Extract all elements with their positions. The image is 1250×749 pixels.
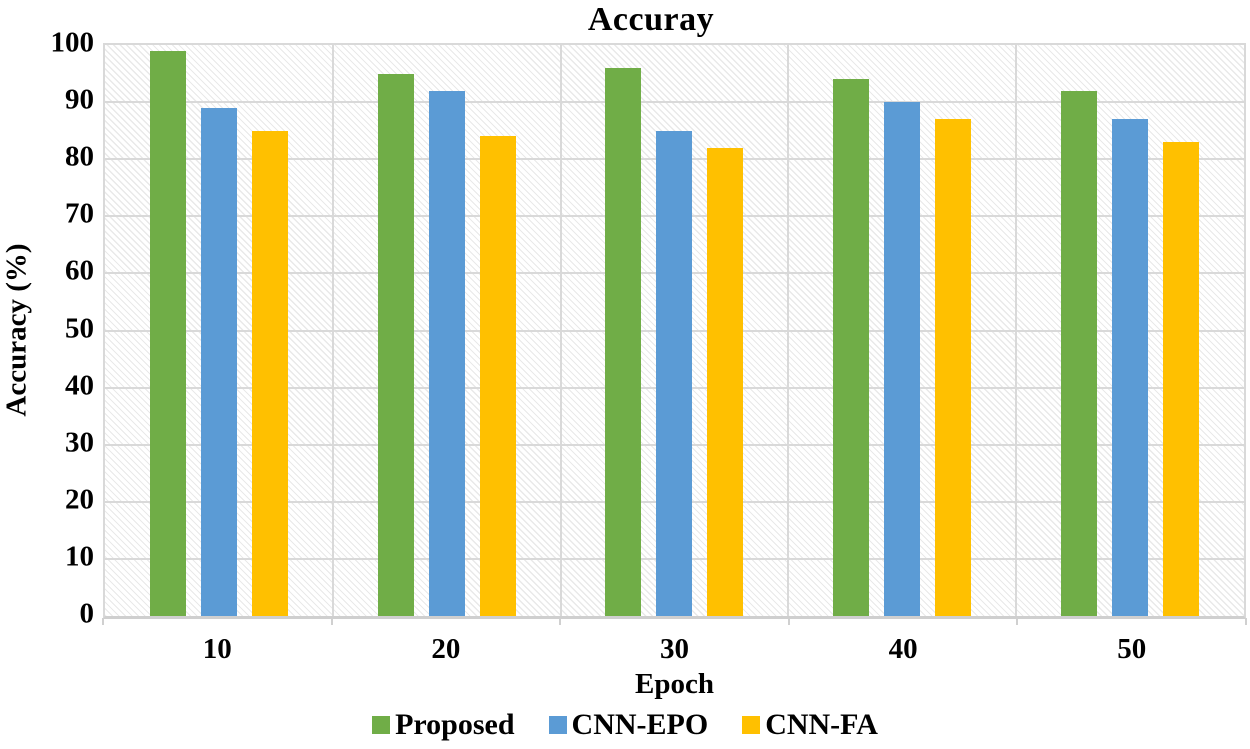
legend-item-cnn-epo: CNN-EPO bbox=[548, 708, 709, 742]
x-axis-tick-labels: 10 20 30 40 50 bbox=[103, 633, 1246, 667]
chart-title: Accuray bbox=[587, 1, 715, 38]
x-axis-tickmark-0 bbox=[102, 618, 104, 625]
legend-label-proposed: Proposed bbox=[395, 708, 515, 741]
y-tick-label-80: 80 bbox=[65, 140, 94, 173]
x-axis-title: Epoch bbox=[635, 668, 714, 700]
bar-proposed-epoch-50 bbox=[1061, 90, 1098, 616]
bar-group-epoch-20 bbox=[333, 45, 561, 616]
bar-proposed-epoch-40 bbox=[833, 79, 870, 616]
v-gridline-1 bbox=[331, 45, 334, 616]
plot-area bbox=[103, 43, 1246, 619]
bar-proposed-epoch-10 bbox=[149, 50, 186, 616]
legend-swatch-cnn-epo bbox=[548, 716, 567, 734]
bar-cnn-fa-epoch-40 bbox=[935, 119, 972, 616]
x-tick-label-30: 30 bbox=[660, 633, 689, 665]
y-tick-label-70: 70 bbox=[65, 197, 94, 230]
bar-cnn-epo-epoch-50 bbox=[1112, 119, 1149, 616]
bar-cnn-epo-epoch-30 bbox=[656, 130, 693, 616]
v-gridline-4 bbox=[1015, 45, 1018, 616]
y-axis-tick-labels: 0 10 20 30 40 50 60 70 80 90 100 bbox=[0, 28, 95, 628]
legend: Proposed CNN-EPO CNN-FA bbox=[0, 708, 1250, 742]
y-tick-label-90: 90 bbox=[65, 83, 94, 116]
x-axis-tickmark-2 bbox=[559, 618, 562, 625]
h-gridline-90 bbox=[105, 101, 1244, 104]
bar-cnn-fa-epoch-20 bbox=[479, 136, 516, 616]
bar-group-epoch-40 bbox=[788, 45, 1016, 616]
x-axis-tickmark-4 bbox=[1016, 618, 1019, 625]
y-tick-label-0: 0 bbox=[79, 597, 95, 630]
y-tick-label-10: 10 bbox=[65, 540, 94, 573]
x-tick-label-50: 50 bbox=[1117, 633, 1147, 665]
y-tick-label-50: 50 bbox=[65, 312, 94, 344]
x-tick-label-10: 10 bbox=[202, 633, 232, 665]
bar-cnn-epo-epoch-20 bbox=[428, 90, 465, 616]
legend-label-cnn-fa: CNN-FA bbox=[765, 708, 878, 741]
bar-proposed-epoch-30 bbox=[605, 67, 642, 616]
bar-groups bbox=[105, 45, 1244, 616]
x-axis-tickmark-5 bbox=[1245, 618, 1247, 625]
legend-swatch-cnn-fa bbox=[742, 716, 761, 734]
bar-group-epoch-30 bbox=[561, 45, 789, 616]
y-tick-label-100: 100 bbox=[50, 26, 95, 59]
bar-proposed-epoch-20 bbox=[377, 73, 414, 616]
v-gridline-2 bbox=[559, 45, 562, 616]
bar-cnn-epo-epoch-40 bbox=[884, 102, 921, 616]
y-tick-label-40: 40 bbox=[65, 369, 94, 402]
x-axis-tickmark-3 bbox=[787, 618, 790, 625]
x-tick-label-40: 40 bbox=[888, 633, 918, 665]
x-tick-label-20: 20 bbox=[431, 633, 461, 665]
y-tick-label-30: 30 bbox=[65, 426, 94, 459]
bar-cnn-fa-epoch-10 bbox=[251, 130, 288, 616]
bar-cnn-fa-epoch-50 bbox=[1163, 142, 1200, 616]
v-gridline-3 bbox=[787, 45, 790, 616]
legend-item-cnn-fa: CNN-FA bbox=[742, 708, 878, 742]
bar-cnn-epo-epoch-10 bbox=[200, 107, 237, 616]
bar-cnn-fa-epoch-30 bbox=[707, 147, 744, 616]
bar-group-epoch-50 bbox=[1016, 45, 1244, 616]
x-axis-tickmark-1 bbox=[330, 618, 333, 625]
y-tick-label-60: 60 bbox=[65, 254, 94, 287]
legend-swatch-proposed bbox=[372, 716, 391, 734]
y-tick-label-20: 20 bbox=[65, 483, 94, 516]
legend-label-cnn-epo: CNN-EPO bbox=[571, 708, 709, 741]
legend-item-proposed: Proposed bbox=[372, 708, 515, 742]
bar-group-epoch-10 bbox=[105, 45, 333, 616]
